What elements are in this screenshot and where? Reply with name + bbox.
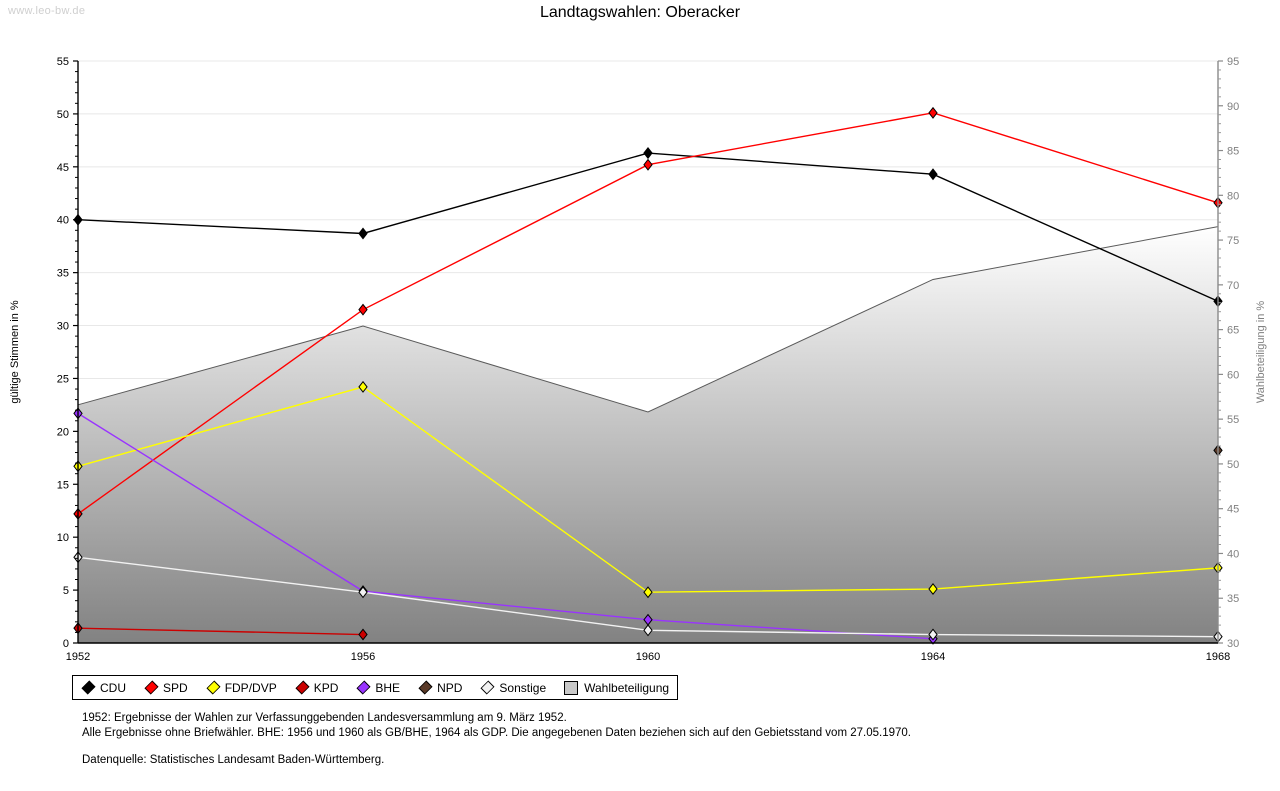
svg-text:45: 45 xyxy=(57,162,69,174)
data-point-spd-1960 xyxy=(643,158,653,171)
legend-item-cdu[interactable]: CDU xyxy=(81,680,126,695)
svg-text:30: 30 xyxy=(1227,638,1239,650)
data-point-kpd-1956 xyxy=(358,628,368,641)
y-axis-label: gültige Stimmen in % xyxy=(9,300,21,404)
legend-label: SPD xyxy=(163,680,188,695)
x-tick-1964: 1964 xyxy=(921,651,945,663)
svg-text:95: 95 xyxy=(1227,56,1239,68)
legend-marker-diamond-icon xyxy=(480,680,495,695)
legend-label: Wahlbeteiligung xyxy=(584,680,670,695)
svg-text:40: 40 xyxy=(1227,548,1239,560)
legend-item-wahlbeteiligung[interactable]: Wahlbeteiligung xyxy=(564,680,670,695)
legend-label: BHE xyxy=(375,680,401,695)
x-tick-1968: 1968 xyxy=(1206,651,1230,663)
svg-text:85: 85 xyxy=(1227,146,1239,158)
legend-marker-diamond-icon xyxy=(418,680,433,695)
svg-text:0: 0 xyxy=(63,638,69,650)
svg-text:50: 50 xyxy=(57,109,69,121)
footnotes: 1952: Ergebnisse der Wahlen zur Verfassu… xyxy=(82,711,911,768)
legend-label: FDP/DVP xyxy=(224,680,277,695)
svg-text:35: 35 xyxy=(1227,593,1239,605)
legend-label: KPD xyxy=(313,680,339,695)
svg-text:55: 55 xyxy=(57,56,69,68)
svg-text:35: 35 xyxy=(57,268,69,280)
data-point-cdu-1956 xyxy=(358,227,368,240)
watermark: www.leo-bw.de xyxy=(8,5,86,17)
svg-text:10: 10 xyxy=(57,532,69,544)
legend-marker-diamond-icon xyxy=(206,680,221,695)
svg-text:30: 30 xyxy=(57,321,69,333)
legend-marker-diamond-icon xyxy=(356,680,371,695)
legend-label: NPD xyxy=(437,680,463,695)
x-tick-1952: 1952 xyxy=(66,651,90,663)
chart-svg: 0 5 10 15 20 25 30 35 40 45 50 55 30 35 40 45 50 55 60 65 70… xyxy=(9,56,1267,663)
svg-text:25: 25 xyxy=(57,373,69,385)
svg-text:70: 70 xyxy=(1227,280,1239,292)
page-title: Landtagswahlen: Oberacker xyxy=(539,4,741,21)
svg-text:50: 50 xyxy=(1227,459,1239,471)
data-point-sonstige-1956 xyxy=(358,586,368,599)
legend-marker-diamond-icon xyxy=(295,680,310,695)
data-point-spd-1964 xyxy=(928,106,938,119)
svg-text:5: 5 xyxy=(63,585,69,597)
legend-item-bhe[interactable]: BHE xyxy=(356,680,401,695)
legend-item-fdp-dvp[interactable]: FDP/DVP xyxy=(206,680,277,695)
footnote-line-2: Alle Ergebnisse ohne Briefwähler. BHE: 1… xyxy=(82,727,911,739)
x-tick-1960: 1960 xyxy=(636,651,660,663)
legend-marker-diamond-icon xyxy=(81,680,96,695)
svg-text:60: 60 xyxy=(1227,369,1239,381)
svg-text:15: 15 xyxy=(57,479,69,491)
legend-marker-square-icon xyxy=(564,680,579,695)
legend-item-npd[interactable]: NPD xyxy=(418,680,463,695)
data-point-sonstige-1960 xyxy=(643,624,653,637)
svg-text:90: 90 xyxy=(1227,101,1239,113)
data-point-fdp-dvp-1960 xyxy=(643,586,653,599)
legend-label: Sonstige xyxy=(499,680,547,695)
x-tick-1956: 1956 xyxy=(351,651,375,663)
data-point-fdp-dvp-1956 xyxy=(358,380,368,393)
svg-text:55: 55 xyxy=(1227,414,1239,426)
svg-text:45: 45 xyxy=(1227,504,1239,516)
svg-text:80: 80 xyxy=(1227,190,1239,202)
data-point-cdu-1960 xyxy=(643,147,653,160)
y2-axis-label: Wahlbeteiligung in % xyxy=(1255,301,1267,404)
svg-text:65: 65 xyxy=(1227,325,1239,337)
series-line-kpd xyxy=(77,627,364,636)
data-point-spd-1956 xyxy=(358,303,368,316)
legend-label: CDU xyxy=(100,680,126,695)
legend-item-spd[interactable]: SPD xyxy=(144,680,188,695)
svg-text:40: 40 xyxy=(57,215,69,227)
legend-item-kpd[interactable]: KPD xyxy=(295,680,339,695)
data-point-cdu-1964 xyxy=(928,168,938,181)
footnote-source: Datenquelle: Statistisches Landesamt Bad… xyxy=(82,754,385,766)
data-point-fdp-dvp-1964 xyxy=(928,583,938,596)
footnote-line-1: 1952: Ergebnisse der Wahlen zur Verfassu… xyxy=(82,712,567,724)
svg-text:20: 20 xyxy=(57,426,69,438)
legend-marker-diamond-icon xyxy=(144,680,159,695)
data-point-sonstige-1964 xyxy=(928,628,938,641)
chart-legend: CDU SPD FDP/DVP KPD BHE NPD Sonstige Wahlbeteil… xyxy=(72,675,679,700)
legend-item-sonstige[interactable]: Sonstige xyxy=(480,680,547,695)
series-area-wahlbeteiligung xyxy=(78,226,1218,643)
svg-text:75: 75 xyxy=(1227,235,1239,247)
series-line-bhe xyxy=(77,412,934,640)
